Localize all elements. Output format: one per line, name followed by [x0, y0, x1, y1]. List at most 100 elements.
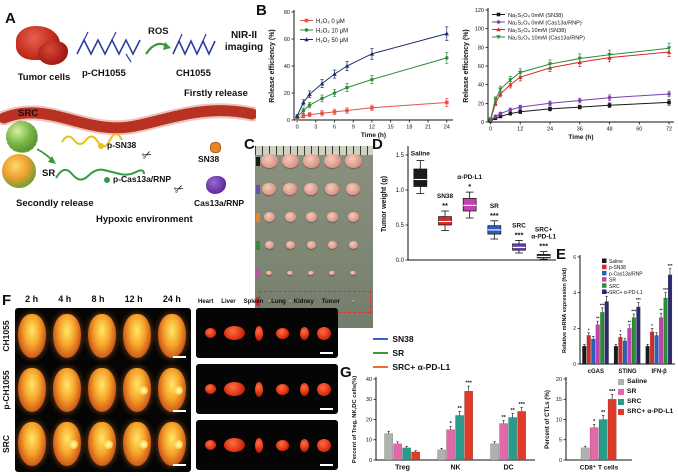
- svg-text:SRC+: SRC+: [535, 227, 553, 234]
- tumor-signal-spot: [104, 440, 113, 449]
- mouse-image: [123, 314, 151, 358]
- tumor-sample: [263, 212, 275, 222]
- organ-spleen-image: [255, 325, 263, 341]
- svg-text:Relative mRNA expression (fold: Relative mRNA expression (fold): [562, 268, 568, 353]
- svg-text:80: 80: [478, 45, 484, 51]
- svg-text:10: 10: [366, 438, 372, 444]
- svg-text:***: ***: [609, 389, 616, 395]
- svg-text:*: *: [450, 421, 453, 427]
- svg-text:SR: SR: [490, 203, 499, 210]
- legend-item: SRC+ α-PD-L1: [618, 408, 678, 415]
- tumor-blob-icon: [38, 41, 68, 65]
- svg-text:*: *: [468, 182, 471, 191]
- svg-text:12: 12: [517, 127, 523, 133]
- mouse-row-label: SRC: [1, 435, 11, 453]
- organ-panel-1: [196, 364, 338, 414]
- svg-text:***: ***: [631, 309, 636, 314]
- legend-line-swatch: [373, 366, 389, 368]
- svg-text:15: 15: [388, 125, 394, 131]
- src-caption: SRC: [18, 108, 39, 119]
- tumor-sample: [306, 241, 316, 249]
- mouse-image: [158, 368, 186, 412]
- svg-text:Time (h): Time (h): [361, 132, 386, 139]
- svg-text:Treg: Treg: [395, 465, 410, 472]
- organ-liver-image: [223, 382, 245, 396]
- organ-label: Tumor: [321, 299, 340, 305]
- tumor-signal-spot: [174, 386, 183, 395]
- mouse-row-label: p-CH1055: [1, 370, 11, 410]
- tumor-cells-icon: [16, 26, 72, 68]
- svg-text:20: 20: [284, 91, 290, 97]
- legend-item: SR: [618, 388, 678, 395]
- organ-tumor-image: [317, 382, 331, 396]
- svg-text:DC: DC: [503, 465, 513, 472]
- tumor-signal-spot: [139, 440, 148, 449]
- p-sn38-caption: p-SN38: [98, 140, 136, 150]
- svg-text:6: 6: [333, 125, 336, 131]
- release-arrow-icon: [36, 148, 56, 164]
- time-label: 24 h: [162, 294, 181, 304]
- nir-ii-line1: NIR-II: [230, 30, 258, 41]
- svg-text:Release efficiency (%): Release efficiency (%): [463, 29, 470, 103]
- panel-d-label: D: [372, 136, 383, 153]
- organ-label: Lung: [271, 299, 286, 305]
- svg-text:0.5: 0.5: [396, 223, 405, 229]
- svg-text:Saline: Saline: [411, 151, 431, 158]
- legend-label: SR: [627, 388, 637, 395]
- svg-text:**: **: [458, 406, 463, 412]
- svg-text:***: ***: [490, 211, 499, 220]
- group-marker: [256, 297, 260, 306]
- svg-text:24: 24: [444, 125, 450, 131]
- organ-liver-image: [223, 326, 245, 340]
- cas13a-rnp-icon: [206, 176, 226, 194]
- organ-header: Heart Liver Spleen Lung Kidney Tumor: [196, 299, 342, 305]
- tumor-signal-spot: [69, 440, 78, 449]
- tumor-sample: [264, 241, 274, 249]
- svg-text:IFN-β: IFN-β: [652, 369, 668, 375]
- scale-bar: [320, 464, 333, 466]
- svg-text:21: 21: [425, 125, 431, 131]
- svg-text:α-PD-L1: α-PD-L1: [457, 174, 482, 181]
- time-label: 4 h: [58, 294, 72, 304]
- legend-label: SRC+ α-PD-L1: [627, 408, 674, 415]
- legend-label: SR: [392, 348, 405, 358]
- svg-text:48: 48: [606, 127, 612, 133]
- svg-text:SN38: SN38: [437, 193, 454, 200]
- svg-text:*: *: [593, 419, 596, 425]
- legend-label: SRC+ α-PD-L1: [392, 362, 451, 372]
- chart-h2o2-release: 0 20 40 60 80 Release efficiency (%) Time (h) 0…: [269, 10, 453, 139]
- ch1055-caption: CH1055: [176, 68, 211, 79]
- svg-text:100: 100: [475, 27, 484, 33]
- firstly-release-caption: Firstly release: [184, 88, 248, 99]
- svg-text:***: ***: [636, 297, 641, 302]
- legend-swatch: [618, 408, 624, 415]
- tumor-sample: [281, 154, 299, 168]
- tumor-sample: [344, 154, 362, 168]
- svg-text:1.0: 1.0: [396, 188, 405, 194]
- organ-label: Liver: [221, 299, 236, 305]
- svg-text:0: 0: [573, 362, 576, 368]
- sn38-molecule-icon: [210, 142, 221, 153]
- tumor-sample: [262, 183, 276, 195]
- svg-text:Time (h): Time (h): [568, 134, 593, 141]
- svg-text:Saline: Saline: [609, 259, 623, 265]
- scale-bar: [320, 352, 333, 354]
- hypoxic-caption: Hypoxic environment: [96, 214, 193, 225]
- group-marker: [256, 157, 260, 166]
- tumor-sample: [347, 212, 359, 222]
- svg-text:120: 120: [475, 8, 484, 14]
- svg-text:6: 6: [573, 255, 576, 261]
- panel-e-label: E: [556, 246, 567, 263]
- scale-bar: [173, 410, 186, 412]
- p-sn38-label: p-SN38: [107, 140, 137, 150]
- svg-text:***: ***: [604, 291, 609, 296]
- organ-label: Heart: [198, 299, 214, 305]
- svg-text:Na₂S₂O₄ 10mM (SN38): Na₂S₂O₄ 10mM (SN38): [508, 28, 566, 34]
- ros-caption: ROS: [148, 26, 169, 37]
- yellow-dot-icon: [98, 142, 104, 149]
- svg-text:0: 0: [287, 118, 290, 124]
- mouse-time-header: 2 h 4 h 8 h 12 h 24 h: [15, 294, 191, 304]
- svg-text:H₂O₂ 0 μM: H₂O₂ 0 μM: [316, 19, 345, 25]
- svg-text:**: **: [502, 415, 507, 421]
